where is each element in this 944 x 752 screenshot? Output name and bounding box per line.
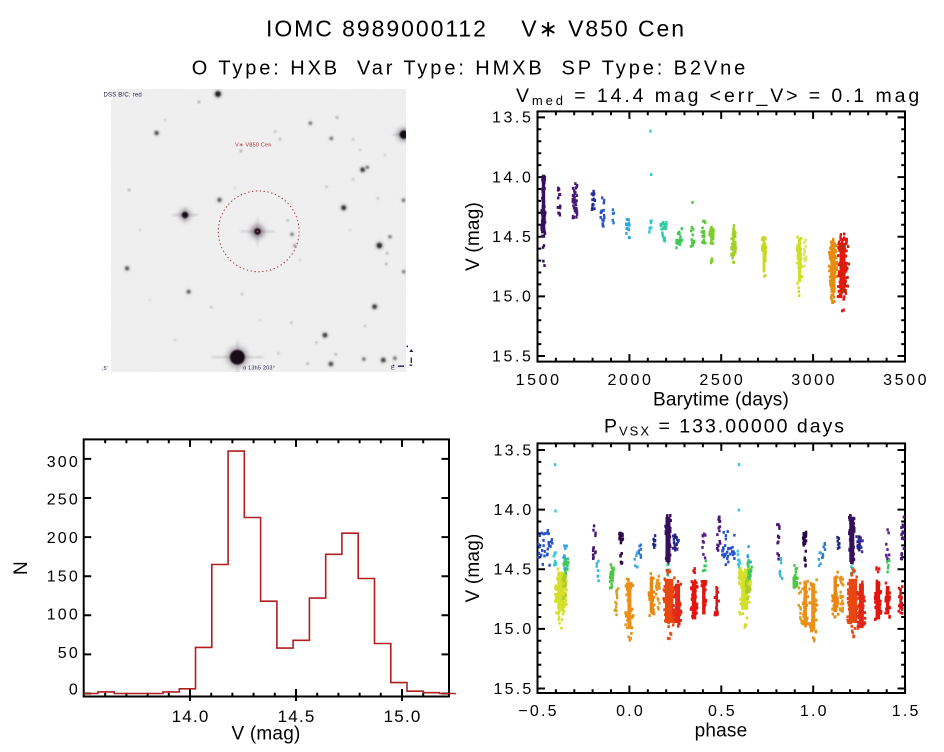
svg-text:13.5: 13.5 xyxy=(494,442,534,459)
svg-text:200: 200 xyxy=(47,530,80,547)
svg-text:14.5: 14.5 xyxy=(494,562,534,579)
svg-text:14.0: 14.0 xyxy=(172,707,210,726)
svg-text:1.5: 1.5 xyxy=(892,703,921,720)
svg-text:15.0: 15.0 xyxy=(384,707,422,726)
svg-text:DSS B/C: red: DSS B/C: red xyxy=(104,93,142,99)
svg-text:15.5: 15.5 xyxy=(492,348,534,365)
svg-text:O Type: HXB Var Type: HMXB S: O Type: HXB Var Type: HMXB SP Type: B2Vn… xyxy=(192,58,748,80)
svg-text:150: 150 xyxy=(47,568,80,585)
svg-text:2000: 2000 xyxy=(608,372,654,389)
svg-text:V∗ V850 Cen: V∗ V850 Cen xyxy=(235,143,272,149)
svg-text:15.0: 15.0 xyxy=(494,621,534,638)
svg-text:V (mag): V (mag) xyxy=(463,202,484,271)
svg-text:14.5: 14.5 xyxy=(278,707,316,726)
svg-text:0.0: 0.0 xyxy=(616,703,645,720)
svg-text:IOMC 8989000112 V∗ V850 Cen: IOMC 8989000112 V∗ V850 Cen xyxy=(266,16,686,42)
svg-text:3500: 3500 xyxy=(883,372,929,389)
svg-text:2500: 2500 xyxy=(699,372,745,389)
svg-text:13.5: 13.5 xyxy=(492,110,534,127)
svg-text:E: E xyxy=(391,366,395,372)
svg-text:V (mag): V (mag) xyxy=(232,724,301,745)
svg-text:300: 300 xyxy=(47,454,80,471)
svg-text:15.5: 15.5 xyxy=(494,681,534,698)
svg-text:PVSX = 133.00000 days: PVSX = 133.00000 days xyxy=(604,416,846,439)
svg-text:14.0: 14.0 xyxy=(492,169,534,186)
svg-text:,5': ,5' xyxy=(102,366,108,372)
svg-text:14.0: 14.0 xyxy=(494,502,534,519)
svg-text:V (mag): V (mag) xyxy=(463,534,484,603)
svg-text:phase: phase xyxy=(695,721,748,742)
svg-text:N: N xyxy=(11,561,32,575)
svg-text:Vmed = 14.4 mag <err_V> = 0.1: Vmed = 14.4 mag <err_V> = 0.1 mag xyxy=(516,85,922,108)
svg-text:15.0: 15.0 xyxy=(492,289,534,306)
svg-text:Barytime (days): Barytime (days) xyxy=(653,390,789,411)
svg-text:0.5: 0.5 xyxy=(708,703,737,720)
svg-text:100: 100 xyxy=(47,607,80,624)
svg-text:−0.5: −0.5 xyxy=(518,703,558,720)
svg-text:50: 50 xyxy=(58,645,80,662)
svg-text:0: 0 xyxy=(69,681,80,698)
svg-text:250: 250 xyxy=(47,492,80,509)
svg-text:1500: 1500 xyxy=(516,372,562,389)
svg-text:α 13h5 203°: α 13h5 203° xyxy=(243,366,275,372)
svg-text:1.0: 1.0 xyxy=(800,703,829,720)
svg-text:14.5: 14.5 xyxy=(492,229,534,246)
svg-text:3000: 3000 xyxy=(791,372,837,389)
